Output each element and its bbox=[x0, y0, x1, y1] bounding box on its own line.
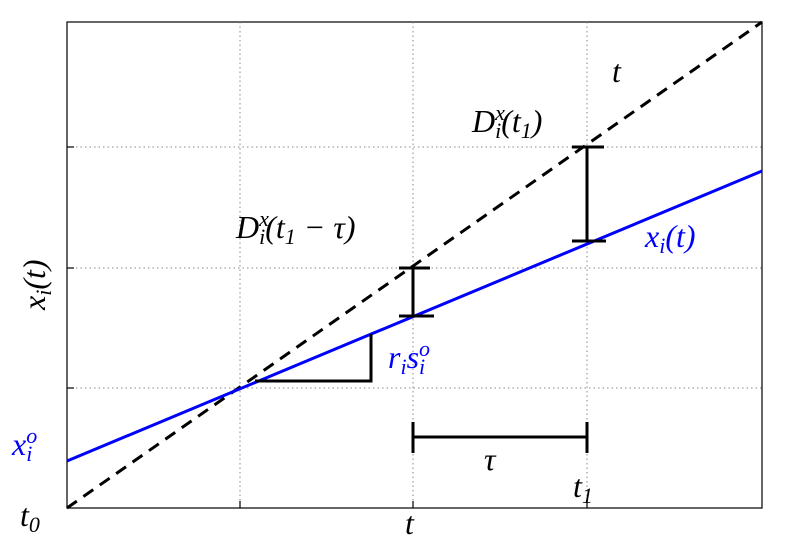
gap-bracket bbox=[572, 145, 606, 243]
label-part: 1 bbox=[285, 224, 296, 249]
t1-label: t1 bbox=[573, 468, 593, 508]
y-axis-label: xi(t) bbox=[16, 259, 56, 311]
gap-label: Dx i(t1) bbox=[471, 100, 542, 143]
label-part: i bbox=[495, 118, 501, 143]
label-part: t bbox=[612, 53, 622, 89]
origin-label: t0 bbox=[20, 497, 40, 537]
gap-bracket bbox=[399, 266, 434, 318]
label-part: i bbox=[419, 354, 425, 379]
label-part: t bbox=[405, 505, 415, 540]
label-part: x bbox=[644, 218, 659, 254]
ticks bbox=[67, 146, 588, 508]
tau-label: τ bbox=[484, 441, 497, 477]
label-part: t bbox=[20, 497, 30, 533]
gap-label: Dx i(t1 − τ) bbox=[235, 206, 355, 249]
label-part: 0 bbox=[29, 512, 40, 537]
label-part: i bbox=[259, 224, 265, 249]
label-part: i bbox=[31, 290, 56, 296]
label-part: x bbox=[16, 296, 52, 311]
label-part: 1 bbox=[582, 483, 593, 508]
label-part: D bbox=[235, 209, 259, 245]
label-part: i bbox=[659, 233, 665, 258]
label-part: (t) bbox=[665, 218, 695, 254]
label-part: τ bbox=[484, 441, 497, 477]
label-part: o bbox=[419, 336, 430, 361]
label-part: i bbox=[400, 354, 406, 379]
label-part: x bbox=[494, 100, 505, 125]
label-part: i bbox=[26, 441, 32, 466]
tau-bracket bbox=[411, 422, 589, 453]
line-label: xi(t) bbox=[644, 218, 696, 258]
label-part: t bbox=[573, 468, 583, 504]
label-part: 1 bbox=[521, 118, 532, 143]
label-part: x bbox=[11, 426, 26, 462]
line-label: t bbox=[612, 53, 622, 89]
label-part: (t bbox=[501, 103, 522, 139]
slope-label: riso i bbox=[388, 336, 430, 379]
annotations bbox=[255, 145, 606, 453]
label-part: D bbox=[471, 103, 495, 139]
slope-triangle bbox=[255, 334, 373, 383]
label-part: − τ) bbox=[296, 209, 356, 245]
x-axis-label: t bbox=[405, 505, 415, 540]
label-part: (t bbox=[265, 209, 286, 245]
label-part: ) bbox=[530, 103, 543, 139]
intercept-label: xo i bbox=[11, 423, 37, 466]
label-part: r bbox=[388, 339, 401, 375]
dashed-line bbox=[66, 20, 763, 510]
label-part: s bbox=[407, 339, 419, 375]
label-part: o bbox=[26, 423, 37, 448]
label-part: (t) bbox=[16, 259, 52, 289]
label-part: x bbox=[258, 206, 269, 231]
